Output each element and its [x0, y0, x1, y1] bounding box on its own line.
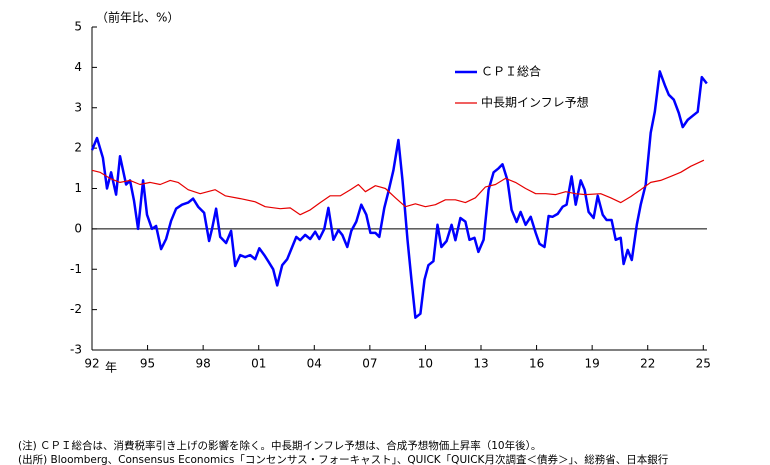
y-tick-label: 3	[74, 100, 82, 114]
legend-label: 中長期インフレ予想	[481, 95, 589, 110]
x-tick-label: 98	[196, 357, 211, 371]
x-unit: 年	[105, 361, 117, 375]
y-tick-label: -1	[70, 262, 82, 276]
y-tick-label: 4	[74, 60, 82, 74]
y-tick-label: 0	[74, 221, 82, 235]
x-tick-label: 22	[640, 357, 655, 371]
x-tick-label: 95	[140, 357, 155, 371]
note: (出所) Bloomberg、Consensus Economics「コンセンサ…	[18, 453, 669, 465]
y-tick-label: -3	[70, 343, 82, 357]
x-tick-label: 16	[529, 357, 544, 371]
x-tick-label: 10	[418, 357, 433, 371]
series-line	[90, 70, 708, 319]
legend-label: ＣＰＩ総合	[481, 64, 541, 79]
x-tick-label: 04	[307, 357, 322, 371]
y-tick-label: -2	[70, 302, 82, 316]
x-tick-label: 13	[473, 357, 488, 371]
x-tick-label: 01	[251, 357, 266, 371]
y-axis-label: （前年比、%）	[96, 10, 179, 25]
y-tick-label: 2	[74, 141, 82, 155]
y-tick-label: 1	[74, 181, 82, 195]
x-tick-label: 92	[84, 357, 99, 371]
y-tick-label: 5	[74, 20, 82, 34]
series-line	[91, 159, 705, 216]
x-tick-label: 19	[585, 357, 600, 371]
x-tick-label: 07	[362, 357, 377, 371]
note: (注) ＣＰＩ総合は、消費税率引き上げの影響を除く。中長期インフレ予想は、合成予…	[18, 439, 541, 452]
x-tick-label: 25	[696, 357, 711, 371]
